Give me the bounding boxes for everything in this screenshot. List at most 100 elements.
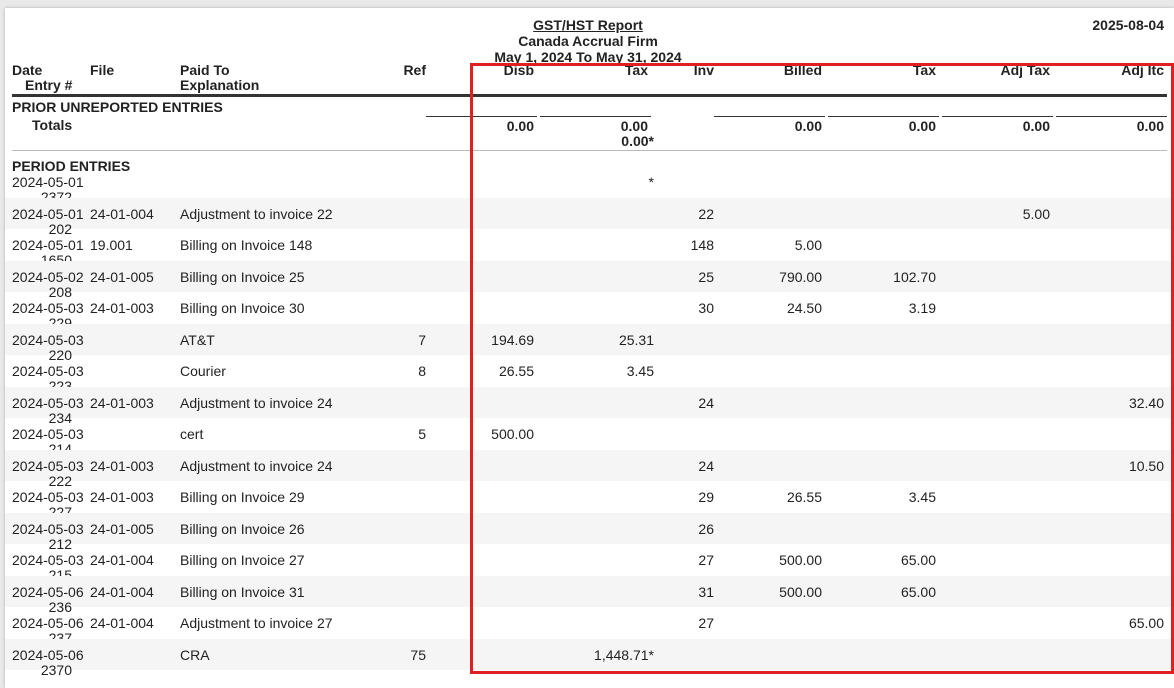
cell-ref: 7 — [418, 332, 426, 348]
cell-explanation: Courier — [180, 363, 226, 379]
firm-name: Canada Accrual Firm — [518, 33, 658, 49]
prior-heading: PRIOR UNREPORTED ENTRIES — [12, 99, 223, 115]
total-rule — [942, 116, 1053, 117]
cell-tax2: 102.70 — [893, 269, 936, 285]
cell-date: 2024-05-03 — [12, 363, 84, 379]
cell-file: 24-01-004 — [90, 584, 154, 600]
cell-date: 2024-05-02 — [12, 269, 84, 285]
cell-inv: 27 — [698, 615, 714, 631]
prior-billed: 0.00 — [794, 118, 822, 134]
cell-explanation: Billing on Invoice 25 — [180, 269, 305, 285]
cell-explanation: Billing on Invoice 26 — [180, 521, 305, 537]
cell-billed: 500.00 — [779, 552, 822, 568]
cell-date: 2024-05-06 — [12, 615, 84, 631]
cell-tax2: 65.00 — [900, 552, 936, 568]
col-inv: Inv — [693, 62, 714, 78]
cell-date: 2024-05-03 — [12, 426, 84, 442]
cell-entry: 2370 — [40, 662, 72, 678]
col-ref: Ref — [403, 62, 426, 78]
cell-entry: 220 — [48, 347, 72, 363]
cell-inv: 27 — [698, 552, 714, 568]
report-page: GST/HST Report Canada Accrual Firm May 1… — [5, 8, 1174, 688]
period-heading: PERIOD ENTRIES — [12, 158, 131, 174]
cell-file: 24-01-003 — [90, 489, 154, 505]
cell-entry: 208 — [48, 284, 72, 300]
cell-entry: 212 — [48, 536, 72, 552]
cell-tax: 3.45 — [626, 363, 654, 379]
cell-inv: 26 — [698, 521, 714, 537]
cell-entry: 202 — [48, 221, 72, 237]
row-band — [5, 576, 1174, 607]
cell-disb: 194.69 — [491, 332, 534, 348]
cell-tax: * — [648, 174, 654, 190]
prior-disb: 0.00 — [506, 118, 534, 134]
cell-date: 2024-05-03 — [12, 521, 84, 537]
cell-explanation: Adjustment to invoice 27 — [180, 615, 333, 631]
cell-explanation: Adjustment to invoice 24 — [180, 458, 333, 474]
cell-file: 24-01-003 — [90, 300, 154, 316]
prior-totals-label: Totals — [32, 117, 73, 133]
cell-file: 24-01-004 — [90, 552, 154, 568]
cell-adj-tax: 5.00 — [1022, 206, 1050, 222]
col-explanation: Explanation — [180, 77, 260, 93]
prior-tax: 0.00 — [620, 118, 648, 134]
cell-inv: 24 — [698, 458, 714, 474]
cell-ref: 75 — [410, 647, 426, 663]
cell-inv: 31 — [698, 584, 714, 600]
cell-explanation: Adjustment to invoice 24 — [180, 395, 333, 411]
col-adj-itc: Adj Itc — [1121, 62, 1164, 78]
total-rule — [426, 116, 537, 117]
cell-date: 2024-05-03 — [12, 300, 84, 316]
cell-entry: 234 — [48, 410, 72, 426]
col-date: Date — [12, 62, 43, 78]
cell-billed: 24.50 — [786, 300, 822, 316]
section-divider — [12, 150, 1167, 151]
col-disb: Disb — [503, 62, 534, 78]
cell-adj-itc: 32.40 — [1128, 395, 1164, 411]
cell-tax2: 3.45 — [908, 489, 936, 505]
cell-inv: 29 — [698, 489, 714, 505]
cell-date: 2024-05-03 — [12, 489, 84, 505]
cell-adj-itc: 10.50 — [1128, 458, 1164, 474]
col-file: File — [90, 62, 115, 78]
cell-date: 2024-05-03 — [12, 458, 84, 474]
cell-explanation: Billing on Invoice 29 — [180, 489, 305, 505]
col-tax2: Tax — [912, 62, 936, 78]
cell-explanation: cert — [180, 426, 204, 442]
cell-date: 2024-05-06 — [12, 647, 84, 663]
row-band — [5, 387, 1174, 418]
report-period: May 1, 2024 To May 31, 2024 — [494, 49, 682, 65]
cell-explanation: Billing on Invoice 27 — [180, 552, 305, 568]
cell-date: 2024-05-01 — [12, 237, 84, 253]
row-band — [5, 513, 1174, 544]
total-rule — [540, 116, 651, 117]
cell-explanation: Adjustment to invoice 22 — [180, 206, 333, 222]
row-band — [5, 261, 1174, 292]
cell-inv: 22 — [698, 206, 714, 222]
prior-adj-itc: 0.00 — [1136, 118, 1164, 134]
cell-file: 24-01-003 — [90, 395, 154, 411]
cell-inv: 24 — [698, 395, 714, 411]
total-rule — [828, 116, 939, 117]
cell-explanation: AT&T — [180, 332, 215, 348]
cell-billed: 500.00 — [779, 584, 822, 600]
cell-explanation: Billing on Invoice 30 — [180, 300, 305, 316]
cell-billed: 26.55 — [786, 489, 822, 505]
cell-file: 24-01-004 — [90, 206, 154, 222]
cell-entry: 236 — [48, 599, 72, 615]
cell-ref: 5 — [418, 426, 426, 442]
cell-date: 2024-05-01 — [12, 174, 84, 190]
cell-date: 2024-05-03 — [12, 332, 84, 348]
col-entry: Entry # — [25, 77, 73, 93]
cell-explanation: Billing on Invoice 148 — [180, 237, 313, 253]
report-title: GST/HST Report — [533, 17, 643, 33]
cell-ref: 8 — [418, 363, 426, 379]
prior-tax-sub: 0.00* — [621, 133, 654, 149]
row-band — [5, 324, 1174, 355]
cell-tax2: 65.00 — [900, 584, 936, 600]
cell-tax2: 3.19 — [908, 300, 936, 316]
cell-inv: 30 — [698, 300, 714, 316]
cell-date: 2024-05-03 — [12, 552, 84, 568]
prior-tax2: 0.00 — [908, 118, 936, 134]
col-billed: Billed — [783, 62, 822, 78]
